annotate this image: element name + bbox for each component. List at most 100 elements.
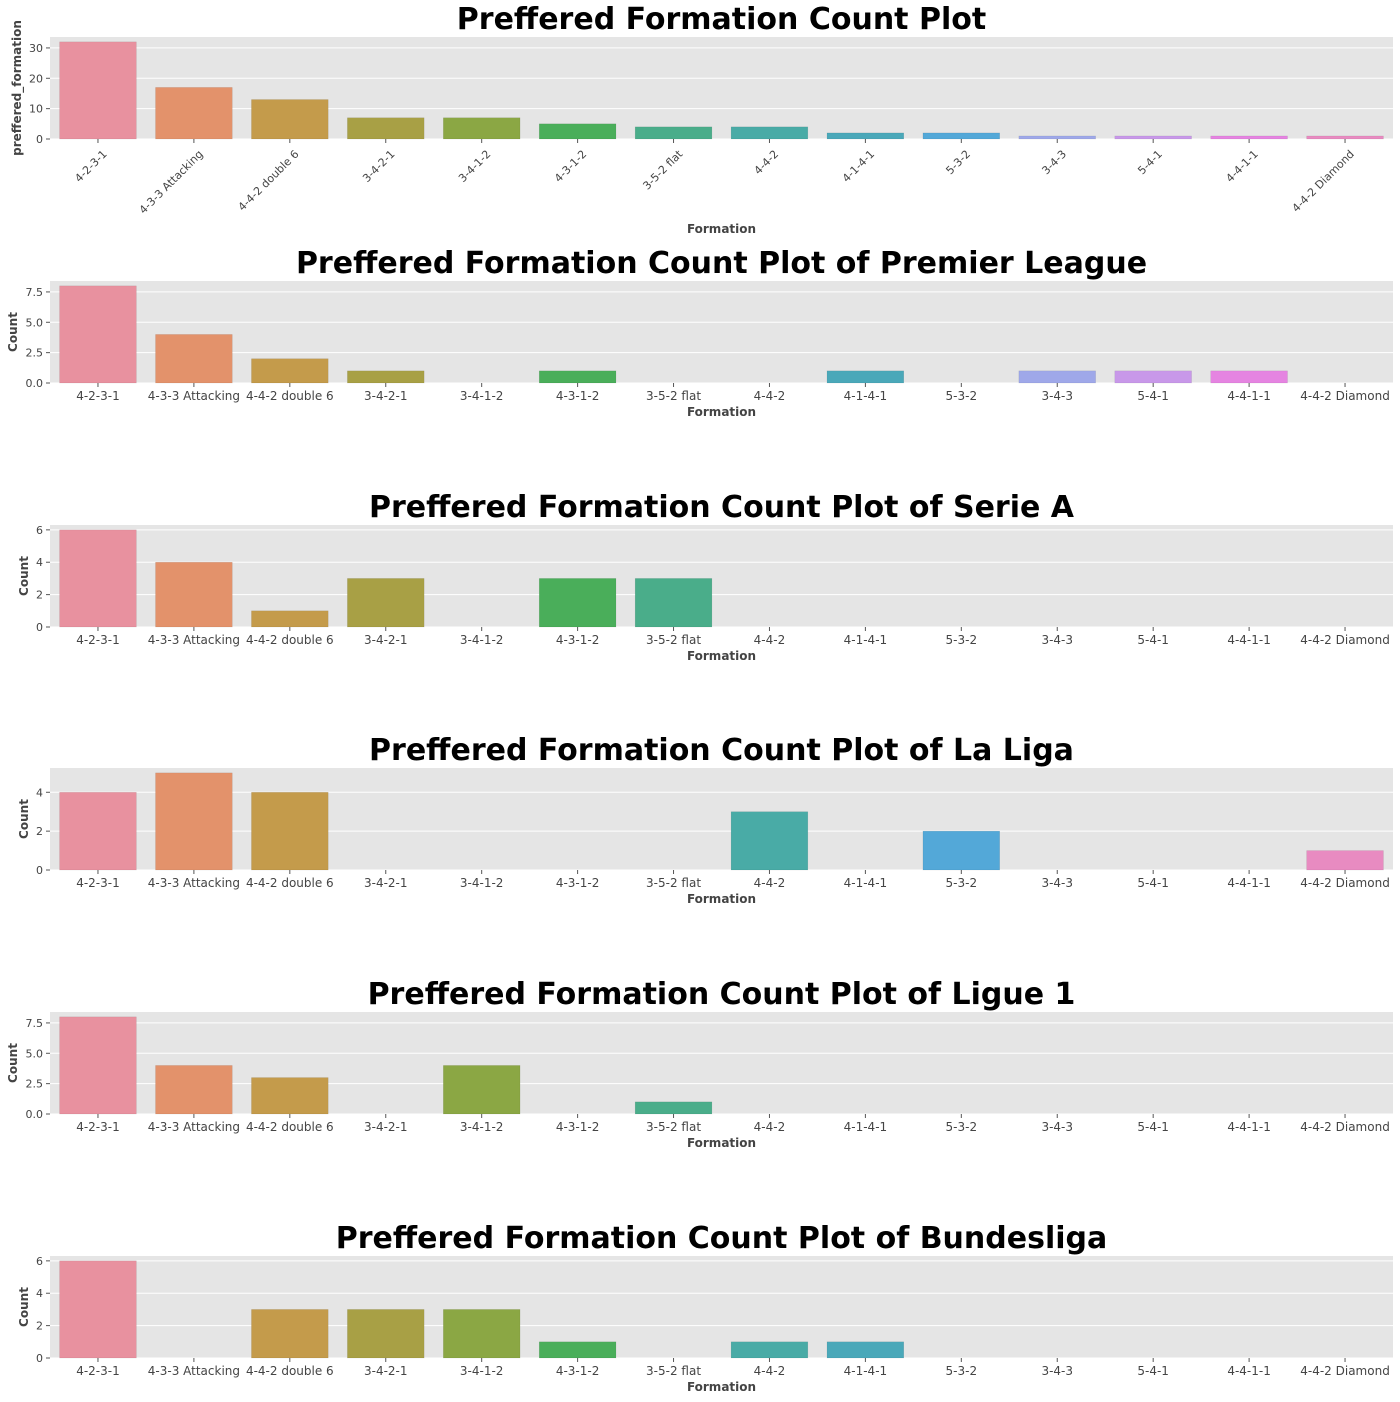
x-tick-label: 3-4-1-2 xyxy=(460,1364,504,1378)
x-tick-label: 4-4-2 xyxy=(754,876,786,890)
x-tick-label: 5-3-2 xyxy=(946,389,978,403)
x-tick-label: 4-4-2 Diamond xyxy=(1290,148,1357,215)
x-tick-label: 4-3-3 Attacking xyxy=(148,389,240,403)
x-tick-label: 4-1-4-1 xyxy=(844,633,888,647)
x-tick-label: 4-4-2 xyxy=(754,1364,786,1378)
chart-panel-0: 0 10 20 30 4-2-3-1 4-3-3 Attacking 4-4-2 doubl… xyxy=(10,2,1393,236)
x-tick-label: 3-4-1-2 xyxy=(460,389,504,403)
x-tick-label: 4-2-3-1 xyxy=(76,1120,120,1134)
x-tick-label: 3-5-2 flat xyxy=(646,1364,701,1378)
y-tick-label: 2.5 xyxy=(26,1078,44,1091)
bar-3-4-2-1 xyxy=(347,1309,425,1359)
x-tick-label: 5-4-1 xyxy=(1137,1120,1169,1134)
x-tick-label: 4-2-3-1 xyxy=(72,148,109,185)
x-tick-label: 4-3-3 Attacking xyxy=(148,876,240,890)
x-tick-label: 3-4-1-2 xyxy=(456,148,493,185)
x-tick-label: 4-4-2 Diamond xyxy=(1300,876,1390,890)
y-tick-label: 0 xyxy=(36,864,43,877)
x-tick-label: 5-4-1 xyxy=(1137,1364,1169,1378)
bar-4-3-3-attacking xyxy=(155,772,233,871)
bar-4-4-2 xyxy=(730,1341,809,1359)
y-tick-label: 0 xyxy=(36,133,43,146)
x-tick-label: 3-4-2-1 xyxy=(364,389,408,403)
y-tick-label: 10 xyxy=(29,103,43,116)
y-tick-label: 0 xyxy=(36,1352,43,1365)
x-tick-label: 3-4-3 xyxy=(1039,148,1069,178)
x-tick-label: 3-4-1-2 xyxy=(460,633,504,647)
x-tick-label: 4-4-2 double 6 xyxy=(246,633,334,647)
bar-4-4-2-diamond xyxy=(1306,135,1384,140)
y-tick-label: 7.5 xyxy=(26,286,44,299)
x-tick-label: 4-3-1-2 xyxy=(556,876,600,890)
x-axis-label: Formation xyxy=(687,892,756,906)
y-axis-label: Count xyxy=(6,1043,20,1083)
x-tick-label: 4-4-2 xyxy=(754,633,786,647)
x-tick-label: 3-5-2 flat xyxy=(646,389,701,403)
x-tick-label: 5-4-1 xyxy=(1137,876,1169,890)
y-tick-label: 30 xyxy=(29,42,43,55)
bar-4-2-3-1 xyxy=(59,41,137,140)
bar-4-3-3-attacking xyxy=(155,1065,233,1115)
x-tick-label: 3-4-3 xyxy=(1041,1364,1073,1378)
bar-3-4-1-2 xyxy=(443,117,521,140)
x-tick-label: 3-4-1-2 xyxy=(460,876,504,890)
y-tick-label: 2.5 xyxy=(26,347,44,360)
bar-5-4-1 xyxy=(1114,135,1192,140)
x-tick-label: 4-4-1-1 xyxy=(1223,148,1260,185)
x-tick-label: 4-3-1-2 xyxy=(556,633,600,647)
chart-panel-5: 0 2 4 6 4-2-3-1 4-3-3 Attacking 4-4-2 double 6… xyxy=(17,1221,1393,1394)
y-tick-label: 4 xyxy=(36,786,43,799)
x-tick-label: 4-4-2 Diamond xyxy=(1300,1120,1390,1134)
bar-5-3-2 xyxy=(922,132,1000,140)
x-tick-label: 4-4-2 double 6 xyxy=(246,1364,334,1378)
bar-4-4-2-double-6 xyxy=(251,1077,329,1115)
x-tick-label: 5-3-2 xyxy=(946,1364,978,1378)
x-tick-label: 3-4-2-1 xyxy=(360,148,397,185)
x-tick-label: 4-4-2 xyxy=(754,389,786,403)
bar-4-3-1-2 xyxy=(538,1341,617,1359)
bar-4-2-3-1 xyxy=(59,529,137,628)
x-tick-label: 5-3-2 xyxy=(946,633,978,647)
chart-panel-2: 0 2 4 6 4-2-3-1 4-3-3 Attacking 4-4-2 double 6… xyxy=(17,490,1393,663)
x-tick-label: 4-4-2 xyxy=(752,148,782,178)
y-axis-label: Count xyxy=(6,312,20,352)
x-tick-label: 4-2-3-1 xyxy=(76,1364,120,1378)
x-tick-label: 4-1-4-1 xyxy=(840,148,877,185)
bar-4-1-4-1 xyxy=(826,132,905,140)
chart-panel-4: 0.0 2.5 5.0 7.5 4-2-3-1 4-3-3 Attacking 4-4-2 … xyxy=(6,977,1393,1150)
bar-4-3-1-2 xyxy=(538,370,617,384)
x-tick-label: 4-3-1-2 xyxy=(556,389,600,403)
x-tick-label: 4-3-3 Attacking xyxy=(137,148,206,217)
y-axis-label: Count xyxy=(17,1287,31,1327)
x-tick-label: 4-3-1-2 xyxy=(552,148,589,185)
bar-4-4-2 xyxy=(730,811,809,871)
bar-3-4-3 xyxy=(1018,370,1096,384)
bar-4-4-2-double-6 xyxy=(251,792,329,871)
bar-5-4-1 xyxy=(1114,370,1192,384)
y-tick-label: 2 xyxy=(36,1320,43,1333)
y-tick-label: 4 xyxy=(36,556,43,569)
x-tick-label: 4-1-4-1 xyxy=(844,389,888,403)
x-tick-label: 4-1-4-1 xyxy=(844,876,888,890)
chart-title: Preffered Formation Count Plot of Bundes… xyxy=(336,1221,1108,1256)
bar-4-2-3-1 xyxy=(59,1260,137,1359)
bar-3-4-1-2 xyxy=(443,1065,521,1115)
y-tick-label: 0 xyxy=(36,621,43,634)
bar-3-5-2-flat xyxy=(634,126,713,140)
bar-3-5-2-flat xyxy=(634,578,713,628)
x-tick-label: 4-4-2 double 6 xyxy=(246,389,334,403)
bar-4-4-2-double-6 xyxy=(251,1309,329,1359)
x-tick-label: 4-4-1-1 xyxy=(1227,633,1271,647)
y-axis-label: Count xyxy=(17,556,31,596)
y-tick-label: 5.0 xyxy=(26,316,44,329)
x-tick-label: 4-1-4-1 xyxy=(844,1364,888,1378)
x-axis-label: Formation xyxy=(687,1136,756,1150)
bar-4-3-3-attacking xyxy=(155,334,233,384)
bar-3-4-1-2 xyxy=(443,1309,521,1359)
chart-title: Preffered Formation Count Plot xyxy=(457,2,986,37)
chart-title: Preffered Formation Count Plot of Premie… xyxy=(296,246,1147,281)
x-tick-label: 3-4-1-2 xyxy=(460,1120,504,1134)
y-tick-label: 6 xyxy=(36,524,43,537)
bar-4-1-4-1 xyxy=(826,1341,905,1359)
